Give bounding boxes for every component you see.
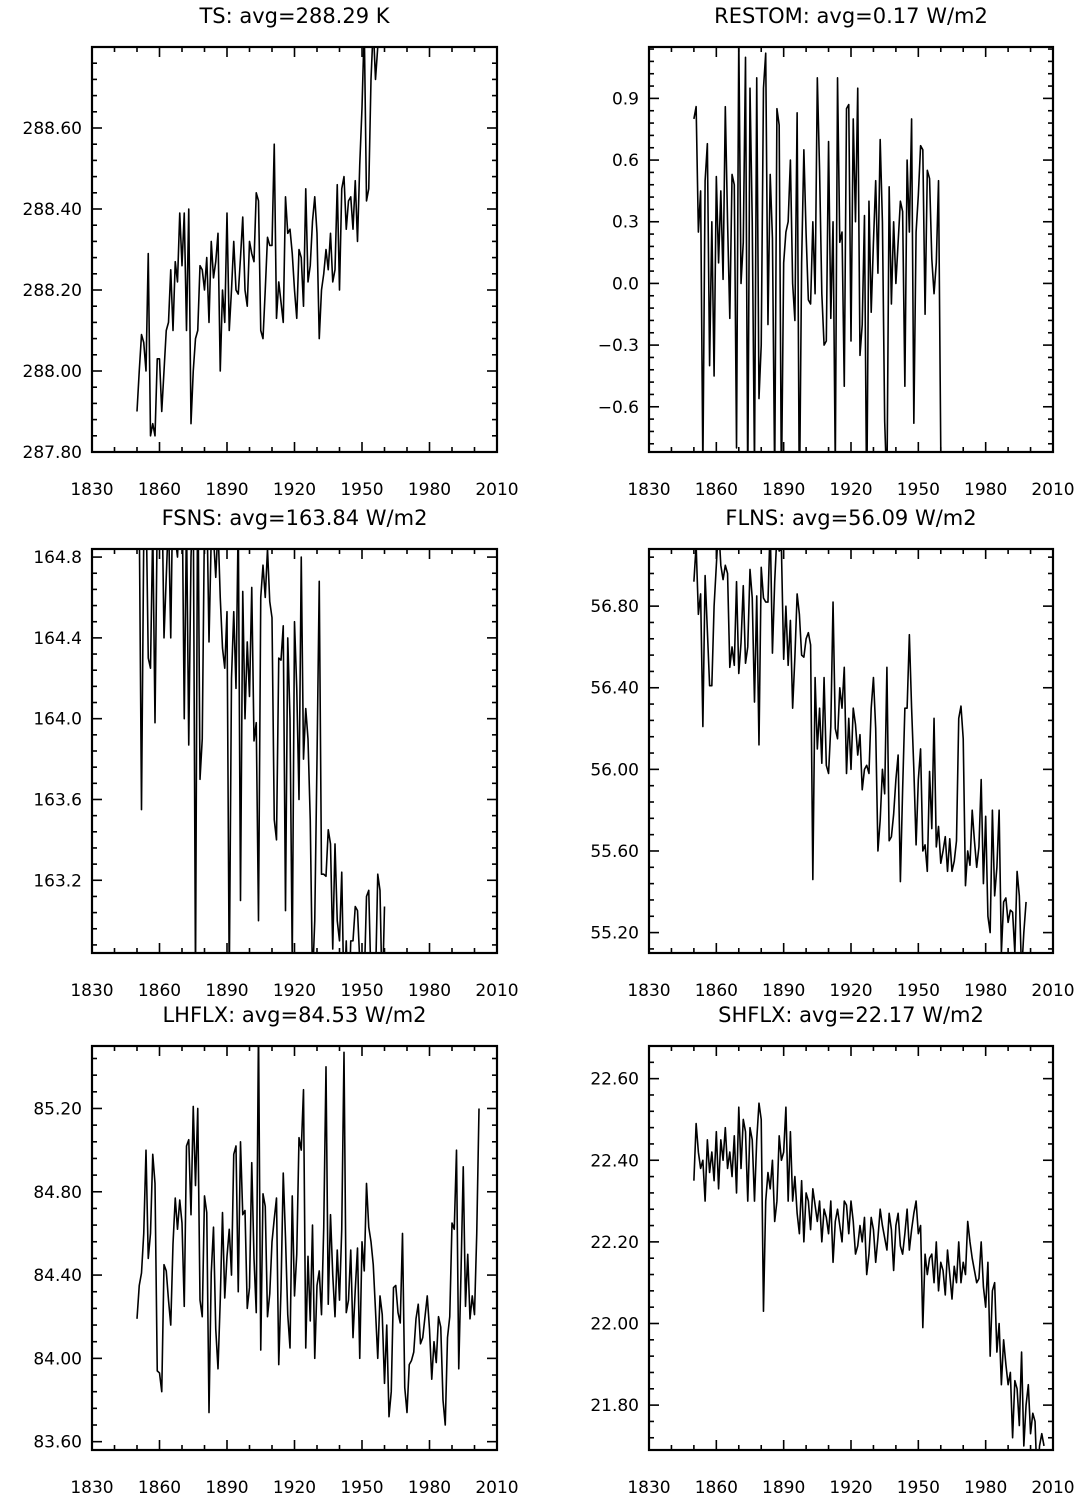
x-tick-label: 1920 <box>829 1478 872 1494</box>
x-tick-label: 1950 <box>340 1478 383 1494</box>
y-tick-label: 22.20 <box>590 1233 639 1253</box>
x-tick-label: 1950 <box>340 981 383 1001</box>
y-tick-label: 84.40 <box>33 1266 82 1286</box>
x-tick-label: 1980 <box>964 981 1007 1001</box>
x-tick-label: 1860 <box>138 480 181 500</box>
data-line <box>693 47 942 452</box>
x-tick-label: 1830 <box>627 1478 670 1494</box>
data-line <box>138 549 386 953</box>
x-tick-label: 1860 <box>695 480 738 500</box>
y-tick-label: 83.60 <box>33 1433 82 1453</box>
chart-title: TS: avg=288.29 K <box>198 4 390 28</box>
y-tick-label: 85.20 <box>33 1099 82 1119</box>
y-tick-label: 0.9 <box>612 89 639 109</box>
x-tick-label: 2010 <box>1031 480 1074 500</box>
data-line <box>136 1046 480 1426</box>
chart-panel: RESTOM: avg=0.17 W/m2 1830 1860 1890 1920 195… <box>598 4 1075 500</box>
y-tick-label: 164.0 <box>33 710 82 730</box>
chart-panel: SHFLX: avg=22.17 W/m2 1830 1860 1890 1920 195… <box>590 1003 1074 1494</box>
x-tick-label: 1920 <box>273 480 316 500</box>
plot-frame <box>90 547 499 955</box>
plot-frame <box>90 45 499 454</box>
y-tick-label: 288.00 <box>23 362 82 382</box>
plot-frame <box>647 45 1055 454</box>
y-tick-label: 55.20 <box>590 924 639 944</box>
chart-title: LHFLX: avg=84.53 W/m2 <box>162 1003 426 1027</box>
x-tick-label: 1890 <box>762 981 805 1001</box>
chart-panel: LHFLX: avg=84.53 W/m2 1830 1860 1890 1920 195… <box>33 1003 518 1494</box>
y-tick-label: 287.80 <box>23 443 82 463</box>
x-tick-label: 1890 <box>205 480 248 500</box>
y-tick-label: 21.80 <box>590 1396 639 1416</box>
data-line <box>693 1102 1045 1450</box>
y-tick-label: 84.00 <box>33 1349 82 1369</box>
x-tick-label: 1950 <box>897 981 940 1001</box>
x-tick-label: 1980 <box>964 480 1007 500</box>
chart-title: SHFLX: avg=22.17 W/m2 <box>718 1003 984 1027</box>
y-tick-label: 56.80 <box>590 597 639 617</box>
plot-frame <box>90 1044 499 1452</box>
x-tick-label: 1860 <box>695 981 738 1001</box>
y-tick-label: −0.6 <box>598 398 639 418</box>
x-tick-label: 1830 <box>70 480 113 500</box>
y-tick-label: 55.60 <box>590 842 639 862</box>
y-tick-label: 164.4 <box>33 629 82 649</box>
x-tick-label: 1890 <box>205 981 248 1001</box>
y-tick-label: 288.20 <box>23 281 82 301</box>
x-tick-label: 1920 <box>829 981 872 1001</box>
y-tick-label: −0.3 <box>598 336 639 356</box>
x-tick-label: 1860 <box>138 981 181 1001</box>
x-tick-label: 2010 <box>1031 1478 1074 1494</box>
chart-panel: FSNS: avg=163.84 W/m2 1830 1860 1890 1920 195… <box>33 506 518 1001</box>
x-tick-label: 1830 <box>70 981 113 1001</box>
x-tick-label: 1890 <box>762 480 805 500</box>
x-tick-label: 1980 <box>408 480 451 500</box>
x-tick-label: 1830 <box>627 981 670 1001</box>
y-tick-label: 22.40 <box>590 1151 639 1171</box>
y-tick-label: 0.6 <box>612 151 639 171</box>
y-tick-label: 56.00 <box>590 760 639 780</box>
x-tick-label: 1950 <box>897 1478 940 1494</box>
y-tick-label: 0.0 <box>612 274 639 294</box>
x-tick-label: 1860 <box>695 1478 738 1494</box>
x-tick-label: 1950 <box>897 480 940 500</box>
x-tick-label: 1830 <box>70 1478 113 1494</box>
x-tick-label: 1920 <box>273 1478 316 1494</box>
chart-title: FSNS: avg=163.84 W/m2 <box>162 506 428 530</box>
plot-frame <box>647 1044 1055 1452</box>
y-tick-label: 22.60 <box>590 1070 639 1090</box>
x-tick-label: 2010 <box>475 480 518 500</box>
y-tick-label: 84.80 <box>33 1183 82 1203</box>
x-tick-label: 1890 <box>762 1478 805 1494</box>
x-tick-label: 1980 <box>964 1478 1007 1494</box>
x-tick-label: 1830 <box>627 480 670 500</box>
y-tick-label: 22.00 <box>590 1314 639 1334</box>
x-tick-label: 1890 <box>205 1478 248 1494</box>
x-tick-label: 2010 <box>475 1478 518 1494</box>
data-line <box>136 47 379 437</box>
chart-title: FLNS: avg=56.09 W/m2 <box>725 506 976 530</box>
x-tick-label: 1980 <box>408 1478 451 1494</box>
chart-panel: FLNS: avg=56.09 W/m2 1830 1860 1890 1920 1950… <box>590 506 1074 1001</box>
y-tick-label: 288.40 <box>23 200 82 220</box>
chart-panel: TS: avg=288.29 K 1830 1860 1890 1920 1950 1980… <box>23 4 519 500</box>
y-tick-label: 164.8 <box>33 548 82 568</box>
x-tick-label: 1950 <box>340 480 383 500</box>
y-tick-label: 0.3 <box>612 213 639 233</box>
y-tick-label: 56.40 <box>590 679 639 699</box>
y-tick-label: 163.6 <box>33 790 82 810</box>
x-tick-label: 1860 <box>138 1478 181 1494</box>
y-tick-label: 163.2 <box>33 871 82 891</box>
y-tick-label: 288.60 <box>23 119 82 139</box>
x-tick-label: 1980 <box>408 981 451 1001</box>
x-tick-label: 2010 <box>475 981 518 1001</box>
x-tick-label: 1920 <box>273 981 316 1001</box>
x-tick-label: 2010 <box>1031 981 1074 1001</box>
x-tick-label: 1920 <box>829 480 872 500</box>
data-line <box>693 549 1027 953</box>
chart-title: RESTOM: avg=0.17 W/m2 <box>714 4 988 28</box>
